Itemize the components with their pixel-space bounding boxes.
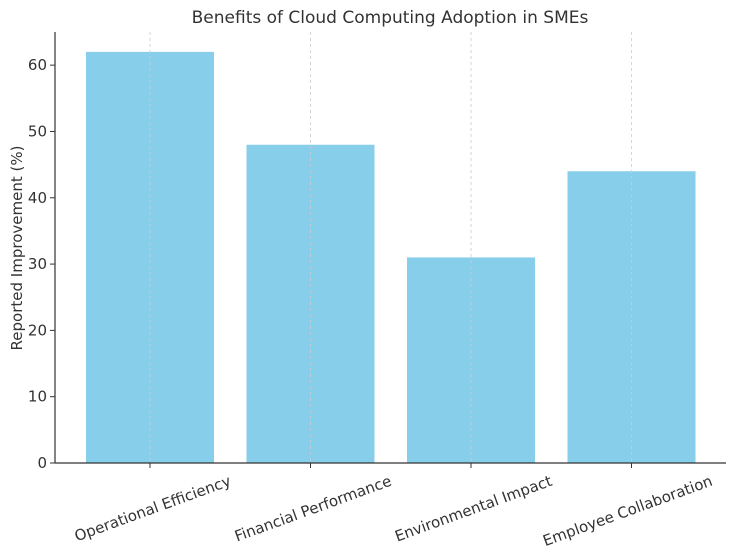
grid-layer: [149, 32, 632, 463]
axes-layer: [54, 32, 726, 464]
y-tick-label: 50: [28, 122, 47, 140]
x-tick-label: Operational Efficiency: [72, 472, 233, 545]
bar-operational-efficiency: [86, 51, 214, 464]
bar-environmental-impact: [407, 257, 535, 463]
y-axis-label: Reported Improvement (%): [8, 146, 26, 351]
bars-layer: [86, 51, 696, 464]
x-tick-label: Environmental Impact: [392, 472, 554, 546]
y-tick-label: 60: [28, 56, 47, 74]
y-tick-label: 0: [37, 454, 47, 472]
y-ticks-layer: 0 10 20 30 40 50 60: [28, 56, 55, 472]
chart-title: Benefits of Cloud Computing Adoption in …: [192, 8, 589, 28]
y-tick-label: 40: [28, 189, 47, 207]
y-tick-label: 10: [28, 388, 47, 406]
x-tick-label: Financial Performance: [232, 472, 394, 546]
x-tick-label: Employee Collaboration: [540, 472, 714, 550]
y-tick-label: 30: [28, 255, 47, 273]
y-tick-label: 20: [28, 321, 47, 339]
bar-employee-collaboration: [567, 171, 696, 463]
